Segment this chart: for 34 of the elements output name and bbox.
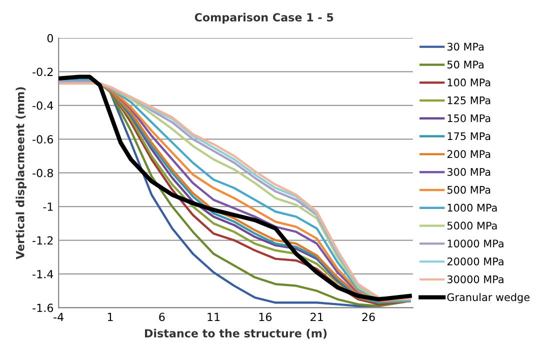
legend-label: 30 MPa: [447, 42, 484, 51]
legend-label: 175 MPa: [448, 132, 490, 140]
x-tick-label: 1: [108, 312, 113, 322]
x-tick-label: 11: [208, 312, 220, 322]
x-tick-label: 16: [259, 312, 272, 322]
legend-label: 5000 MPa: [447, 222, 497, 230]
x-tick-label: 21: [310, 312, 323, 322]
legend-label: Granular wedge: [447, 293, 530, 304]
x-tick-label: 6: [159, 312, 165, 322]
legend-label: 200 MPa: [447, 150, 490, 158]
legend-label: 300 MPa: [447, 168, 490, 176]
y-tick-label: 0: [47, 34, 53, 42]
legend-label: 10000 MPa: [448, 240, 504, 248]
legend-label: 100 MPa: [448, 78, 490, 86]
y-axis-title: Vertical displacmeent (mm): [16, 87, 26, 260]
chart-title: Comparison Case 1 - 5: [194, 12, 334, 24]
y-tick-label: -1.4: [32, 270, 54, 278]
y-tick-label: -0.6: [32, 135, 54, 144]
legend-label: 1000 MPa: [448, 204, 497, 212]
legend-label: 20000 MPa: [447, 257, 504, 266]
legend-label: 30000 MPa: [447, 275, 504, 284]
legend-label: 50 MPa: [447, 60, 484, 69]
x-tick-label: 26: [362, 312, 375, 322]
x-tick-label: -4: [54, 312, 64, 322]
y-tick-label: -0.2: [32, 68, 53, 76]
y-tick-label: -1.2: [32, 236, 53, 244]
y-tick-label: -0.8: [32, 168, 53, 178]
legend-label: 125 MPa: [448, 96, 490, 104]
y-tick-label: -1.6: [32, 304, 54, 312]
legend-label: 500 MPa: [447, 186, 490, 194]
x-axis-title: Distance to the structure (m): [145, 328, 327, 339]
y-tick-label: -1: [43, 202, 53, 211]
y-tick-label: -0.4: [32, 101, 54, 110]
legend-label: 150 MPa: [448, 114, 490, 122]
